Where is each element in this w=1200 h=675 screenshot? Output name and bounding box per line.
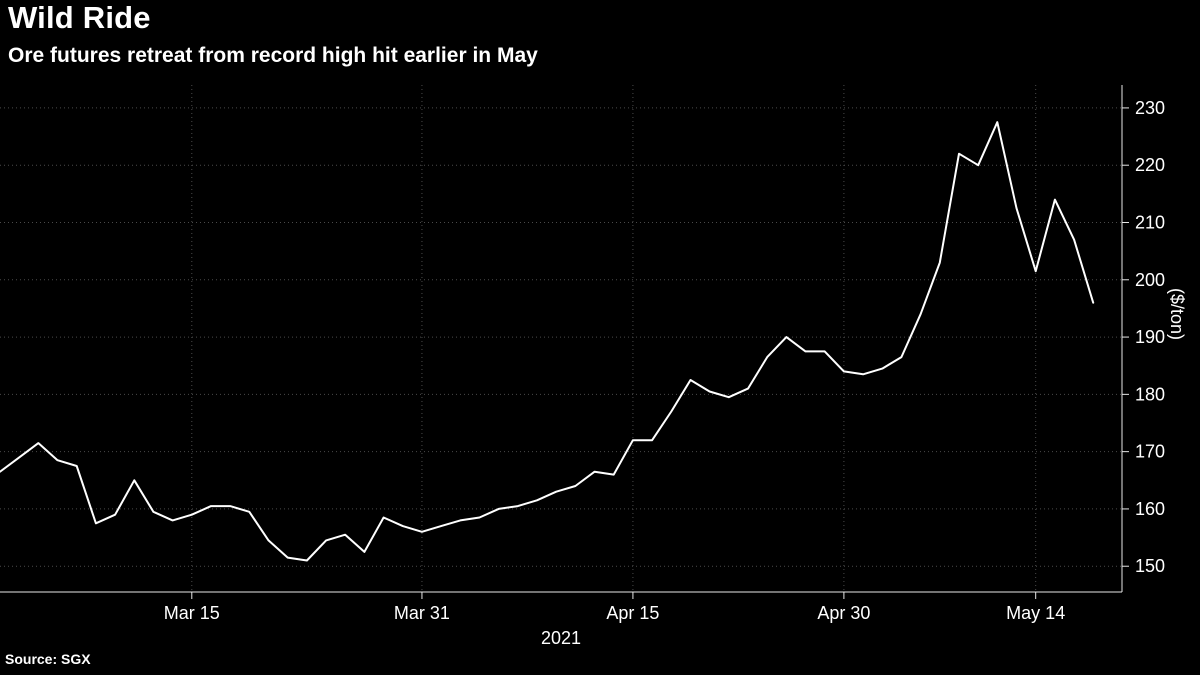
x-tick-label: May 14 (1006, 603, 1065, 623)
chart-subtitle: Ore futures retreat from record high hit… (8, 44, 538, 67)
y-tick-label: 170 (1135, 442, 1165, 462)
y-tick-label: 190 (1135, 327, 1165, 347)
chart-title: Wild Ride (8, 0, 151, 35)
y-tick-label: 180 (1135, 384, 1165, 404)
y-tick-label: 230 (1135, 98, 1165, 118)
x-tick-label: Apr 30 (817, 603, 870, 623)
y-tick-label: 210 (1135, 212, 1165, 232)
y-tick-label: 160 (1135, 499, 1165, 519)
y-tick-label: 150 (1135, 556, 1165, 576)
x-tick-label: Mar 31 (394, 603, 450, 623)
source-credit: Source: SGX (5, 651, 91, 667)
y-axis-unit-label: ($/ton) (1167, 288, 1187, 341)
y-tick-label: 220 (1135, 155, 1165, 175)
x-axis-year-label: 2021 (540, 628, 582, 648)
y-tick-label: 200 (1135, 270, 1165, 290)
price-line (0, 121, 1095, 562)
x-tick-label: Apr 15 (606, 603, 659, 623)
x-tick-label: Mar 15 (164, 603, 220, 623)
price-line-chart: 150 160 170 180 190 200 210 220 230 Mar 15 Mar 31 A… (0, 85, 1165, 623)
